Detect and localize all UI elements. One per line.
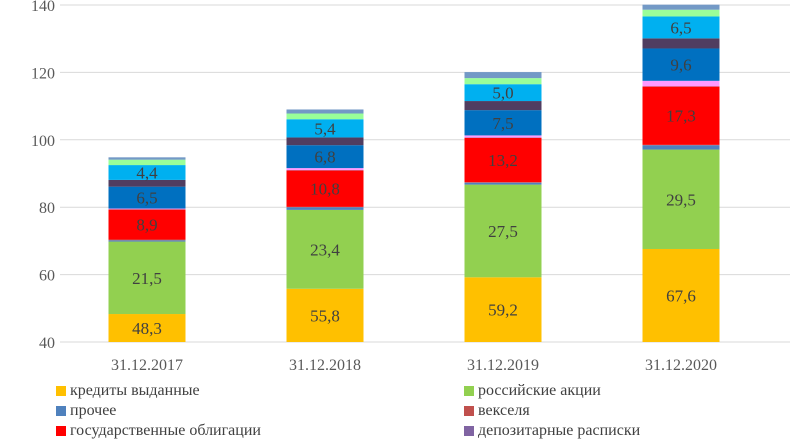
bar-segment (464, 135, 542, 138)
legend-label: прочее (70, 402, 117, 419)
data-label: 4,4 (136, 163, 158, 182)
y-tick-label: 100 (31, 133, 55, 150)
bar-segment (464, 277, 542, 342)
y-tick-label: 80 (39, 200, 55, 217)
bar-segment (286, 288, 364, 342)
data-label: 6,5 (136, 189, 157, 208)
legend-swatch (464, 426, 474, 436)
legend-item: векселя (464, 402, 530, 420)
legend-label: векселя (478, 402, 530, 419)
bar-segment (286, 209, 364, 289)
bar-segment (108, 157, 186, 160)
bar-segment (286, 145, 364, 169)
data-label: 5,4 (314, 119, 336, 138)
x-tick-label: 31.12.2017 (111, 357, 183, 374)
x-tick-label: 31.12.2020 (645, 357, 717, 374)
data-label: 17,3 (666, 107, 696, 126)
bar-segment (464, 184, 542, 278)
legend-label: кредиты выданные (70, 382, 200, 399)
legend-label: государственные облигации (70, 422, 261, 439)
data-label: 29,5 (666, 190, 696, 209)
bar-segment (108, 209, 186, 240)
data-label: 6,5 (670, 18, 691, 37)
bar-segment (108, 165, 186, 180)
legend-label: депозитарные расписки (478, 422, 641, 439)
bar-segment (108, 241, 186, 315)
bar-segment (642, 38, 720, 49)
legend-swatch (464, 406, 474, 416)
bar-segment (642, 149, 720, 249)
bar-segment (286, 168, 364, 171)
bar-segment (286, 113, 364, 120)
bar-segment (464, 84, 542, 102)
y-tick-label: 40 (39, 335, 55, 352)
data-label: 8,9 (136, 216, 157, 235)
y-tick-label: 120 (31, 65, 55, 82)
bar-segment (286, 109, 364, 114)
legend-swatch (56, 406, 66, 416)
bar-segment (642, 4, 720, 10)
legend-item: российские акции (464, 382, 601, 400)
x-tick-label: 31.12.2018 (289, 357, 361, 374)
bar-segment (108, 240, 186, 242)
data-label: 48,3 (132, 319, 162, 338)
bar-segment (108, 186, 186, 209)
data-label: 9,6 (670, 56, 691, 75)
legend-item: государственные облигации (56, 422, 261, 440)
legend-swatch (464, 386, 474, 396)
bar-segment (464, 101, 542, 111)
y-tick-label: 140 (31, 0, 55, 15)
bar-segment (642, 80, 720, 87)
data-label: 27,5 (488, 222, 518, 241)
bar-segment (464, 78, 542, 85)
bar-segment (642, 48, 720, 81)
legend-label: российские акции (478, 382, 601, 399)
bar-segment (464, 110, 542, 136)
bar-segment (108, 208, 186, 210)
bar-segment (108, 239, 186, 241)
y-tick-label: 60 (39, 268, 55, 285)
bar-segment (642, 145, 720, 150)
bar-segment (642, 248, 720, 342)
data-label: 13,2 (488, 151, 518, 170)
legend-item: прочее (56, 402, 116, 420)
bar-segment (642, 9, 720, 17)
x-tick-label: 31.12.2019 (467, 357, 539, 374)
data-label: 23,4 (310, 240, 340, 259)
bar-segment (642, 86, 720, 145)
data-label: 67,6 (666, 286, 696, 305)
data-label: 10,8 (310, 180, 340, 199)
legend-item: кредиты выданные (56, 382, 200, 400)
legend-swatch (56, 386, 66, 396)
legend-item: депозитарные расписки (464, 422, 640, 440)
data-label: 55,8 (310, 306, 340, 325)
bar-segment (464, 72, 542, 79)
data-label: 59,2 (488, 301, 518, 320)
bar-segment (642, 16, 720, 39)
bar-segment (286, 137, 364, 146)
bar-segment (286, 207, 364, 210)
bar-segment (464, 182, 542, 185)
data-label: 7,5 (492, 114, 513, 133)
bar-segment (286, 170, 364, 207)
data-label: 5,0 (492, 84, 513, 103)
bar-segment (108, 179, 186, 187)
bar-segment (464, 137, 542, 183)
data-label: 6,8 (314, 148, 335, 167)
bar-segment (108, 159, 186, 166)
bar-segment (108, 314, 186, 342)
bar-segment (286, 119, 364, 138)
data-label: 21,5 (132, 269, 162, 288)
legend-swatch (56, 426, 66, 436)
